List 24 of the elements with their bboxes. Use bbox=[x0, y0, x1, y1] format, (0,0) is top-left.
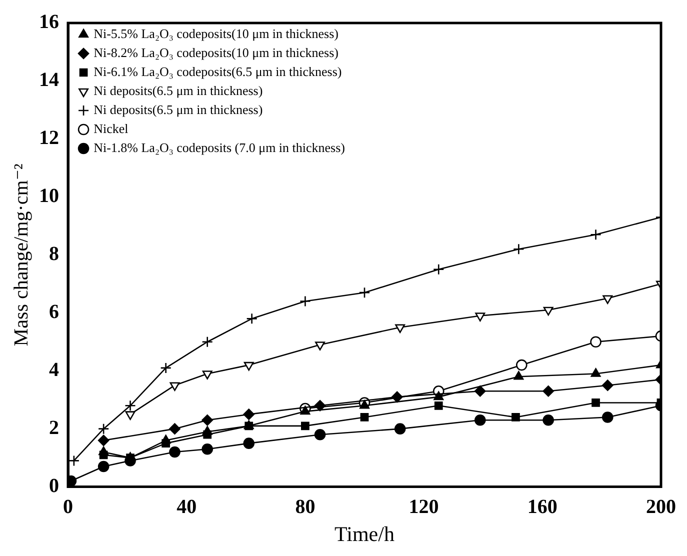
x-axis-title: Time/h bbox=[334, 522, 395, 546]
legend-label: Ni-1.8% La₂O₃ codeposits (7.0 μm in thickness) bbox=[94, 140, 346, 155]
x-tick-label: 160 bbox=[527, 496, 558, 518]
y-axis-title: Mass change/mg·cm⁻² bbox=[10, 164, 32, 346]
y-tick-label: 2 bbox=[49, 416, 59, 439]
x-tick-label: 120 bbox=[408, 496, 439, 518]
legend-label: Ni-8.2% La₂O₃ codeposits(10 μm in thickness) bbox=[94, 44, 339, 60]
x-tick-label: 40 bbox=[176, 496, 197, 518]
legend-label: Ni deposits(6.5 μm in thickness) bbox=[94, 82, 263, 98]
y-tick-label: 10 bbox=[39, 185, 59, 208]
y-tick-label: 16 bbox=[39, 11, 59, 34]
x-tick-label: 0 bbox=[63, 496, 73, 518]
legend-label: Ni-5.5% La₂O₃ codeposits(10 μm in thickness) bbox=[94, 26, 339, 41]
y-tick-label: 8 bbox=[49, 243, 59, 266]
legend-label: Ni-6.1% La₂O₃ codeposits(6.5 μm in thickness) bbox=[94, 64, 342, 79]
y-tick-label: 4 bbox=[49, 359, 59, 382]
legend-label: Nickel bbox=[94, 120, 129, 136]
y-tick-label: 14 bbox=[39, 69, 59, 92]
legend-label: Ni deposits(6.5 μm in thickness) bbox=[94, 102, 263, 117]
x-tick-label: 200 bbox=[646, 496, 676, 518]
x-tick-label: 80 bbox=[295, 496, 316, 518]
y-tick-label: 0 bbox=[49, 474, 59, 497]
y-tick-label: 12 bbox=[39, 127, 59, 150]
y-tick-label: 6 bbox=[49, 301, 59, 324]
